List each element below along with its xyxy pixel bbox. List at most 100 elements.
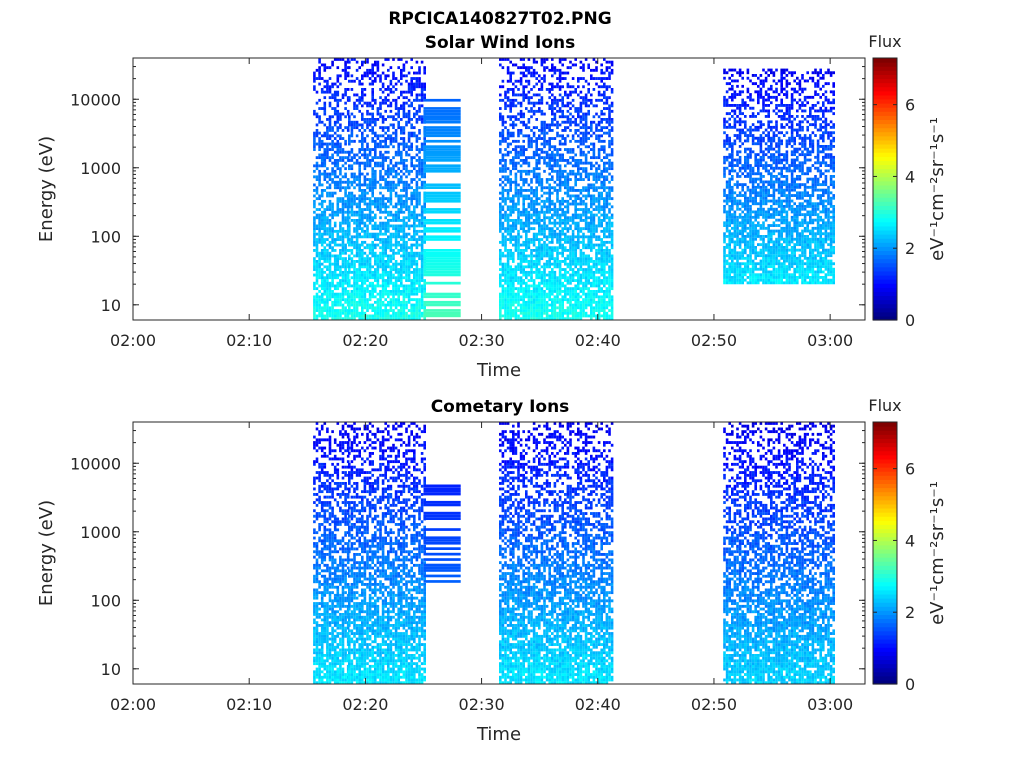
heatmap-cell <box>394 224 398 228</box>
heatmap-cell <box>392 189 395 192</box>
heatmap-cell <box>423 238 461 241</box>
heatmap-cell <box>389 246 393 250</box>
heatmap-cell <box>564 58 567 61</box>
heatmap-cell <box>530 292 533 296</box>
heatmap-cell <box>323 260 327 263</box>
heatmap-cell <box>387 254 390 258</box>
heatmap-cell <box>413 71 416 75</box>
heatmap-cell <box>402 268 406 271</box>
heatmap-cell <box>415 213 419 217</box>
heatmap-cell <box>551 257 554 261</box>
heatmap-cell <box>530 311 533 315</box>
heatmap-cell <box>543 273 546 277</box>
heatmap-cell <box>371 243 374 247</box>
heatmap-cell <box>402 159 406 162</box>
heatmap-cell <box>328 254 332 258</box>
heatmap-cell <box>336 292 340 296</box>
heatmap-cell <box>574 58 577 61</box>
heatmap-cell <box>313 260 316 263</box>
heatmap-cell <box>517 208 520 211</box>
heatmap-cell <box>519 306 523 310</box>
heatmap-cell <box>556 276 559 280</box>
heatmap-cell <box>405 197 408 201</box>
heatmap-cell <box>376 298 380 302</box>
heatmap-cell <box>318 284 321 288</box>
heatmap-cell <box>350 238 354 241</box>
heatmap-cell <box>551 284 554 288</box>
heatmap-cell <box>353 260 356 263</box>
heatmap-cell <box>579 126 583 130</box>
heatmap-cell <box>590 306 593 310</box>
heatmap-cell <box>418 164 421 168</box>
heatmap-cell <box>415 189 419 192</box>
heatmap-cell <box>558 202 562 206</box>
heatmap-cell <box>509 309 512 312</box>
heatmap-cell <box>336 142 340 146</box>
heatmap-cell <box>595 137 598 140</box>
heatmap-cell <box>344 93 347 97</box>
heatmap-cell <box>320 90 324 94</box>
heatmap-cell <box>333 273 337 277</box>
heatmap-cell <box>358 79 361 83</box>
heatmap-cell <box>418 66 421 70</box>
heatmap-cell <box>376 254 380 258</box>
heatmap-cell <box>506 178 510 181</box>
heatmap-cell <box>540 290 544 293</box>
heatmap-cell <box>558 183 562 187</box>
heatmap-cell <box>402 257 406 261</box>
heatmap-cell <box>558 109 562 113</box>
heatmap-cell <box>579 77 583 80</box>
heatmap-cell <box>381 71 385 75</box>
heatmap-cell <box>530 254 533 258</box>
heatmap-cell <box>353 295 356 299</box>
heatmap-cell <box>525 303 528 307</box>
heatmap-cell <box>400 205 403 209</box>
heatmap-cell <box>397 96 400 100</box>
heatmap-cell <box>326 85 329 89</box>
heatmap-cell <box>527 145 531 149</box>
heatmap-cell <box>353 186 356 190</box>
heatmap-cell <box>577 77 580 80</box>
heatmap-cell <box>420 186 424 190</box>
heatmap-cell <box>374 284 377 288</box>
heatmap-cell <box>504 287 507 291</box>
heatmap-cell <box>415 238 419 241</box>
heatmap-cell <box>548 153 551 157</box>
heatmap-cell <box>392 98 395 102</box>
heatmap-cell <box>504 270 507 274</box>
heatmap-cell <box>512 251 515 255</box>
heatmap-cell <box>540 120 544 124</box>
heatmap-cell <box>389 273 393 277</box>
heatmap-cell <box>410 66 413 70</box>
heatmap-cell <box>501 213 505 217</box>
heatmap-cell <box>579 265 583 269</box>
heatmap-cell <box>353 101 356 105</box>
heatmap-cell <box>595 276 598 280</box>
heatmap-cell <box>415 251 419 255</box>
heatmap-cell <box>543 317 546 321</box>
heatmap-cell <box>379 107 382 110</box>
heatmap-cell <box>590 213 593 217</box>
heatmap-cell <box>574 107 577 110</box>
heatmap-cell <box>336 284 340 288</box>
heatmap-cell <box>331 290 334 293</box>
heatmap-cell <box>590 273 593 277</box>
heatmap-cell <box>571 104 575 108</box>
heatmap-cell <box>348 210 351 214</box>
heatmap-cell <box>514 161 518 165</box>
heatmap-cell <box>389 238 393 241</box>
heatmap-cell <box>318 120 321 124</box>
heatmap-cell <box>571 268 575 271</box>
heatmap-cell <box>374 309 377 312</box>
heatmap-cell <box>376 317 380 321</box>
heatmap-cell <box>517 303 520 307</box>
heatmap-cell <box>530 257 533 261</box>
heatmap-cell <box>530 169 533 173</box>
heatmap-cell <box>535 213 538 217</box>
heatmap-cell <box>587 183 590 187</box>
heatmap-cell <box>315 314 319 318</box>
heatmap-cell <box>545 235 549 239</box>
heatmap-cell <box>561 284 564 288</box>
heatmap-cell <box>501 265 505 269</box>
heatmap-cell <box>363 120 367 124</box>
